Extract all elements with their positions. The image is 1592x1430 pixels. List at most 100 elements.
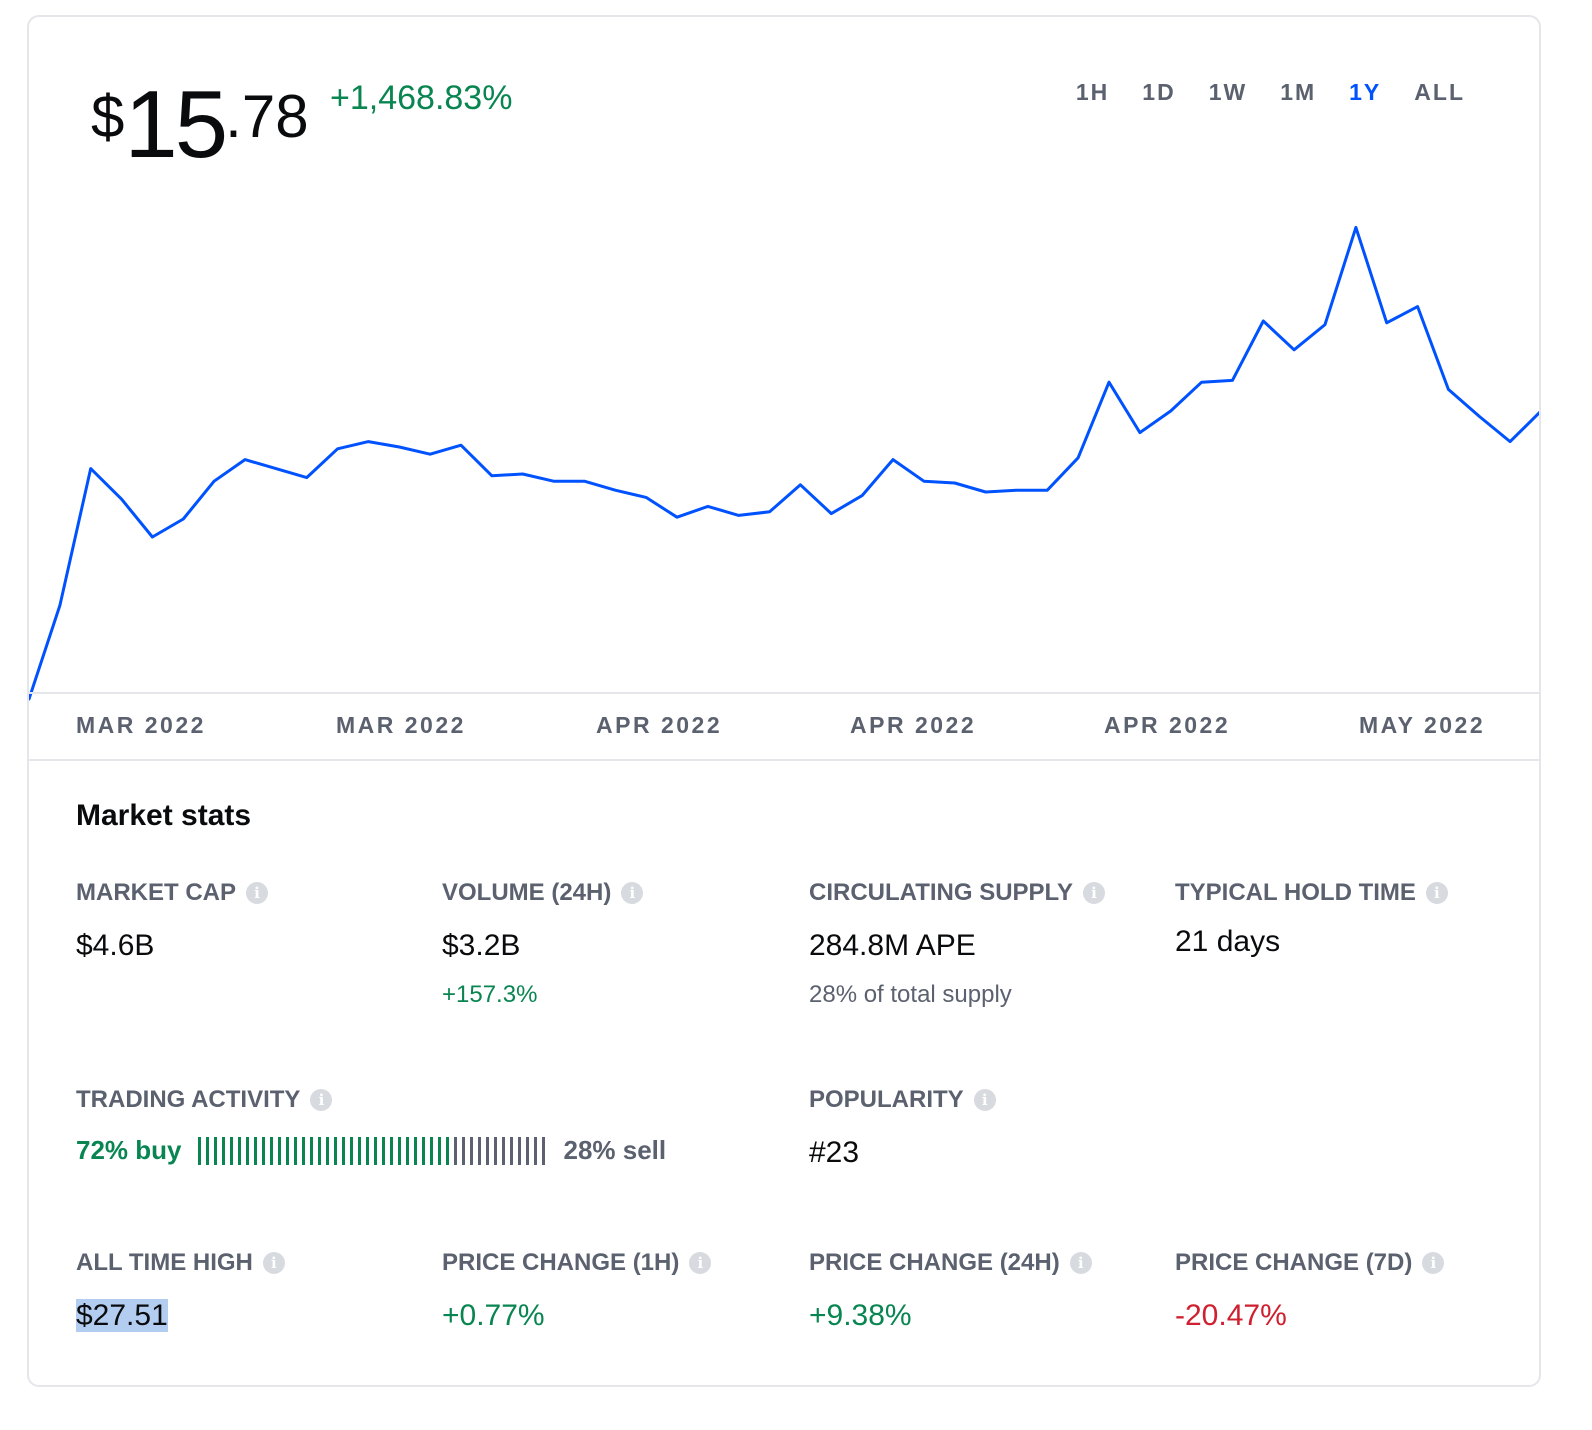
buy-tick <box>325 1136 329 1165</box>
sell-tick <box>453 1136 457 1165</box>
buy-tick <box>421 1136 425 1165</box>
sell-tick <box>525 1136 529 1165</box>
buy-tick <box>197 1136 201 1165</box>
stat-value: #23 <box>809 1136 860 1169</box>
price-integer: 15 <box>124 71 228 178</box>
sell-tick <box>533 1136 537 1165</box>
sell-tick <box>541 1136 545 1165</box>
time-range-selector: 1H 1D 1W 1M 1Y ALL <box>1043 79 1465 106</box>
sell-tick <box>501 1136 505 1165</box>
stat-label: PRICE CHANGE (1H) <box>442 1249 680 1276</box>
section-divider <box>29 759 1539 761</box>
stat-volume: VOLUME (24H) i $3.2B +157.3% <box>442 879 644 1009</box>
stat-value: 21 days <box>1175 925 1281 958</box>
x-tick-label: APR 2022 <box>1104 712 1231 738</box>
stat-value: $4.6B <box>76 929 155 962</box>
sell-tick <box>485 1136 489 1165</box>
buy-tick <box>285 1136 289 1165</box>
activity-ticks <box>197 1136 550 1165</box>
buy-tick <box>277 1136 281 1165</box>
stat-label: PRICE CHANGE (7D) <box>1175 1249 1413 1276</box>
buy-tick <box>309 1136 313 1165</box>
info-icon[interactable]: i <box>689 1252 712 1274</box>
stat-price-change-24h: PRICE CHANGE (24H) i +9.38% <box>809 1249 1092 1333</box>
stat-label: POPULARITY <box>809 1086 964 1113</box>
stat-value: +9.38% <box>809 1299 912 1332</box>
range-all[interactable]: ALL <box>1414 79 1465 105</box>
info-icon[interactable]: i <box>1069 1252 1092 1274</box>
buy-tick <box>269 1136 273 1165</box>
x-tick-label: MAR 2022 <box>336 712 466 738</box>
buy-tick <box>341 1136 345 1165</box>
buy-tick <box>253 1136 257 1165</box>
info-icon[interactable]: i <box>1425 882 1448 904</box>
stat-value: $27.51 <box>76 1299 168 1332</box>
stat-label: VOLUME (24H) <box>442 879 612 906</box>
range-1w[interactable]: 1W <box>1208 79 1248 105</box>
stat-label: TRADING ACTIVITY <box>76 1086 301 1113</box>
chart-baseline <box>29 692 1539 694</box>
range-1d[interactable]: 1D <box>1142 79 1176 105</box>
stat-all-time-high: ALL TIME HIGH i $27.51 <box>76 1249 285 1333</box>
sell-tick <box>461 1136 465 1165</box>
x-tick-label: APR 2022 <box>596 712 723 738</box>
price-line <box>29 225 1539 701</box>
buy-tick <box>389 1136 393 1165</box>
info-icon[interactable]: i <box>246 882 268 904</box>
range-1h[interactable]: 1H <box>1075 79 1110 105</box>
trading-activity-bar: 72% buy 28% sell <box>76 1135 666 1166</box>
buy-tick <box>413 1136 417 1165</box>
x-tick-label: APR 2022 <box>850 712 977 738</box>
buy-tick <box>333 1136 337 1165</box>
info-icon[interactable]: i <box>1422 1252 1445 1274</box>
buy-tick <box>317 1136 321 1165</box>
market-stats-title: Market stats <box>76 799 252 832</box>
stat-circulating-supply: CIRCULATING SUPPLY i 284.8M APE 28% of to… <box>809 879 1106 1009</box>
buy-tick <box>205 1136 209 1165</box>
stat-label: PRICE CHANGE (24H) <box>809 1249 1060 1276</box>
buy-tick <box>381 1136 385 1165</box>
price-currency: $ <box>91 83 125 150</box>
stat-value: -20.47% <box>1175 1299 1287 1332</box>
stat-sub-text: 28% of total supply <box>809 981 1012 1008</box>
buy-tick <box>221 1136 225 1165</box>
buy-tick <box>437 1136 441 1165</box>
buy-tick <box>293 1136 297 1165</box>
buy-tick <box>213 1136 217 1165</box>
buy-tick <box>365 1136 369 1165</box>
range-1y[interactable]: 1Y <box>1349 79 1382 105</box>
buy-tick <box>237 1136 241 1165</box>
info-icon[interactable]: i <box>621 882 644 904</box>
buy-tick <box>349 1136 353 1165</box>
sell-tick <box>509 1136 513 1165</box>
info-icon[interactable]: i <box>262 1252 285 1274</box>
buy-tick <box>301 1136 305 1165</box>
sell-tick <box>477 1136 481 1165</box>
stat-market-cap: MARKET CAP i $4.6B <box>76 879 268 963</box>
stat-trading-activity: TRADING ACTIVITY i <box>76 1086 333 1114</box>
asset-card: $15.78 +1,468.83% 1H 1D 1W 1M 1Y ALL MAR… <box>27 15 1541 1387</box>
stat-label: ALL TIME HIGH <box>76 1249 253 1276</box>
stat-value: +0.77% <box>442 1299 545 1332</box>
price-chart[interactable] <box>29 17 1539 777</box>
info-icon[interactable]: i <box>310 1089 333 1111</box>
sell-tick <box>517 1136 521 1165</box>
x-tick-label: MAR 2022 <box>76 712 206 738</box>
buy-tick <box>261 1136 265 1165</box>
buy-tick <box>357 1136 361 1165</box>
buy-tick <box>429 1136 433 1165</box>
stat-label: MARKET CAP <box>76 879 236 906</box>
info-icon[interactable]: i <box>973 1089 996 1111</box>
buy-tick <box>397 1136 401 1165</box>
sell-tick <box>469 1136 473 1165</box>
stat-price-change-7d: PRICE CHANGE (7D) i -20.47% <box>1175 1249 1445 1333</box>
range-1m[interactable]: 1M <box>1280 79 1317 105</box>
sell-tick <box>493 1136 497 1165</box>
buy-tick <box>445 1136 449 1165</box>
info-icon[interactable]: i <box>1083 882 1106 904</box>
buy-percent: 72% buy <box>76 1135 182 1165</box>
buy-tick <box>405 1136 409 1165</box>
stat-value: 284.8M APE <box>809 929 976 962</box>
current-price: $15.78 <box>91 77 309 173</box>
price-change-percent: +1,468.83% <box>330 79 513 117</box>
